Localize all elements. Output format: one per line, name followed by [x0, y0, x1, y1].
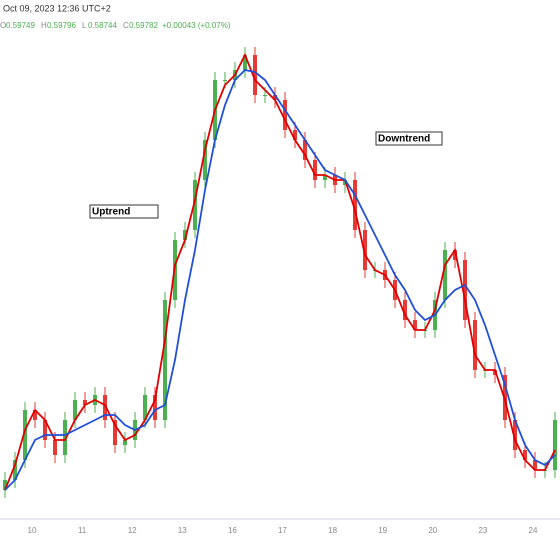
- x-tick-label: 18: [328, 526, 337, 535]
- candle-body: [293, 130, 297, 140]
- candle-body: [323, 175, 327, 180]
- candle-body: [203, 140, 207, 180]
- header-field-value: 0.58744: [88, 21, 117, 30]
- candle-body: [113, 420, 117, 445]
- candle-body: [63, 420, 67, 455]
- header-field-label: H: [41, 21, 47, 30]
- x-tick-label: 11: [78, 526, 87, 535]
- candle-body: [103, 395, 107, 420]
- x-tick-label: 13: [178, 526, 187, 535]
- candle-body: [153, 395, 157, 420]
- candle-body: [263, 95, 267, 96]
- candle-body: [513, 420, 517, 450]
- candle-body: [523, 450, 527, 460]
- candle-body: [23, 410, 27, 460]
- candle-body: [533, 460, 537, 470]
- candle-body: [473, 320, 477, 370]
- candle-body: [413, 320, 417, 330]
- annotation-label: Uptrend: [92, 207, 130, 218]
- candle-body: [443, 250, 447, 300]
- x-tick-label: 23: [478, 526, 487, 535]
- x-tick-label: 24: [529, 526, 538, 535]
- x-tick-label: 19: [378, 526, 387, 535]
- candle-body: [53, 440, 57, 455]
- header-field-label: L: [82, 21, 87, 30]
- candle-body: [33, 410, 37, 420]
- candle-body: [143, 395, 147, 420]
- header-field-value: 0.59782: [129, 21, 158, 30]
- candle-body: [193, 180, 197, 230]
- x-tick-label: 16: [228, 526, 237, 535]
- header-title: , Oct 09, 2023 12:36 UTC+2: [0, 3, 111, 13]
- candle-body: [253, 55, 257, 95]
- candle-body: [123, 440, 127, 445]
- candle-body: [243, 55, 247, 70]
- candle-body: [83, 400, 87, 405]
- candle-body: [313, 160, 317, 180]
- header-values: O 0.59749 H 0.59796 L 0.58744 C 0.59782 +0.00043…: [0, 21, 231, 30]
- candle-body: [223, 80, 227, 81]
- candle-body: [363, 230, 367, 270]
- candle-body: [463, 260, 467, 320]
- candle-body: [273, 95, 277, 100]
- candle-body: [553, 420, 557, 470]
- header-field-label: C: [123, 21, 129, 30]
- x-tick-label: 17: [278, 526, 287, 535]
- x-tick-label: 20: [428, 526, 437, 535]
- candle-body: [3, 480, 7, 490]
- candle-body: [163, 300, 167, 420]
- moving-average-line: [4, 69, 556, 491]
- header-field-label: O: [0, 21, 6, 30]
- header-field-value: 0.59796: [47, 21, 76, 30]
- candle-body: [303, 140, 307, 160]
- candle-body: [453, 250, 457, 260]
- candle-body: [183, 230, 187, 240]
- candle-body: [73, 400, 77, 420]
- header-field-value: 0.59749: [6, 21, 35, 30]
- candle-body: [353, 180, 357, 230]
- moving-average-line: [4, 52, 556, 491]
- candle-body: [43, 420, 47, 440]
- x-tick-label: 10: [28, 526, 37, 535]
- candle-body: [403, 300, 407, 320]
- header-change: +0.00043 (+0.07%): [162, 21, 231, 30]
- candle-body: [13, 460, 17, 480]
- annotation-label: Downtrend: [378, 134, 430, 145]
- x-tick-label: 12: [128, 526, 137, 535]
- candle-body: [283, 100, 287, 130]
- annotation-box: [89, 204, 159, 219]
- annotation-box: [375, 131, 443, 146]
